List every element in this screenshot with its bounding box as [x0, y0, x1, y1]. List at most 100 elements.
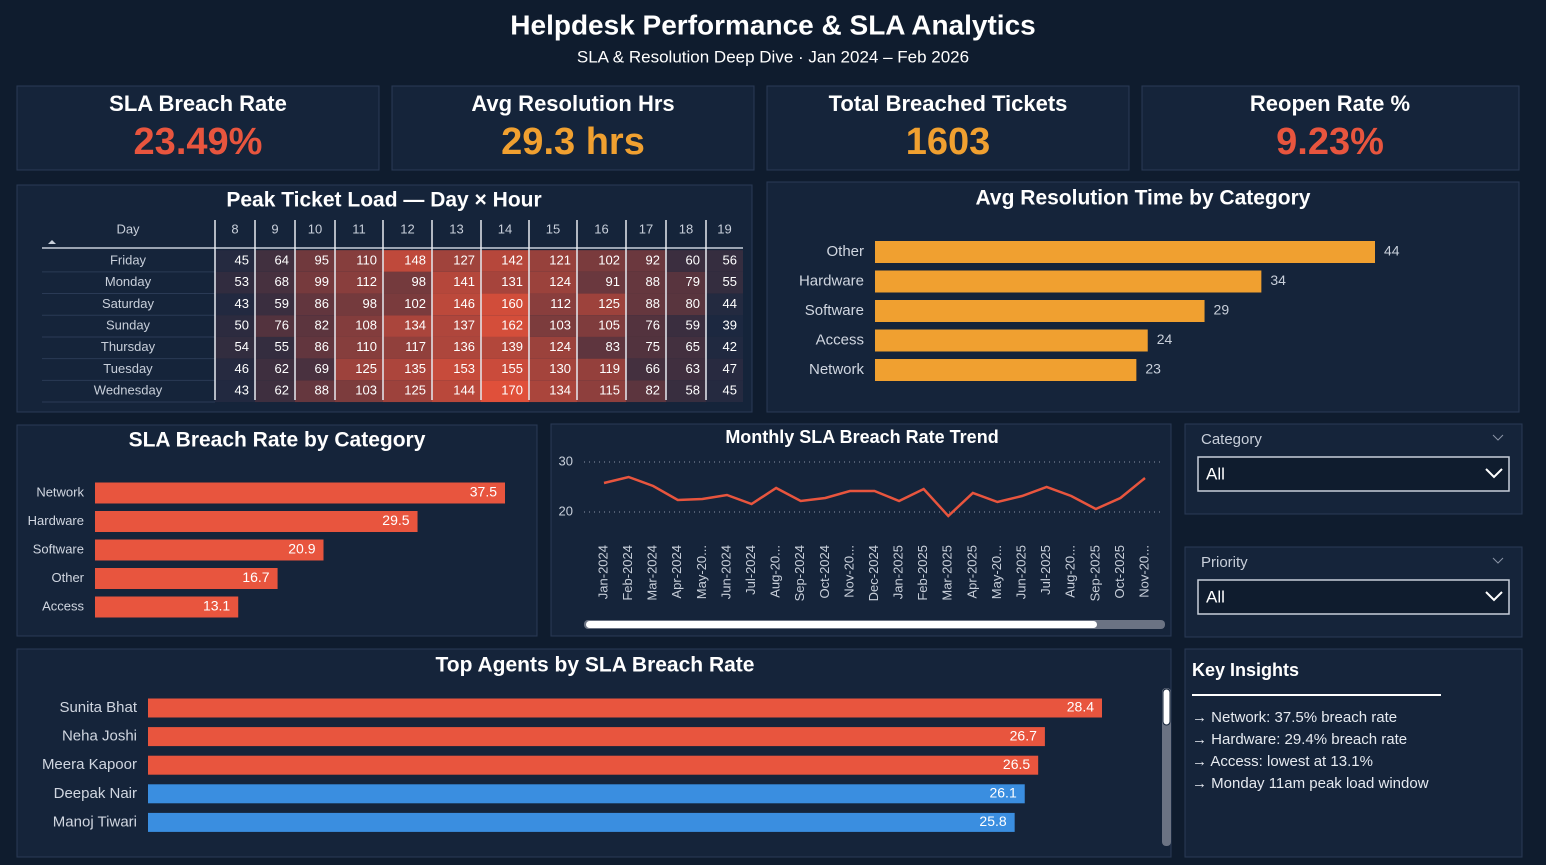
heat-cell	[481, 250, 529, 272]
heat-cell	[215, 250, 255, 272]
slicer-collapse[interactable]	[1492, 434, 1504, 441]
row-label: Saturday	[102, 296, 155, 311]
x-tick-label: May-20...	[989, 545, 1004, 599]
heat-cell	[255, 315, 295, 337]
cell-value: 134	[404, 318, 426, 333]
column-header: 9	[271, 221, 278, 236]
heat-cell	[215, 358, 255, 381]
sort-indicator[interactable]	[48, 240, 56, 244]
heat-cell	[215, 271, 255, 294]
cell-value: 82	[646, 383, 660, 398]
cell-value: 86	[315, 296, 329, 311]
insight-item: → Monday 11am peak load window	[1192, 775, 1429, 792]
page-title: Helpdesk Performance & SLA Analytics	[510, 9, 1035, 40]
x-tick-label: Nov-20...	[841, 545, 856, 598]
bar	[95, 539, 324, 561]
heat-cell	[215, 336, 255, 359]
cell-value: 137	[453, 318, 475, 333]
cell-value: 76	[646, 318, 660, 333]
cell-value: 65	[686, 339, 700, 354]
heat-cell	[706, 358, 743, 381]
bar	[148, 784, 1025, 804]
heat-cell	[666, 293, 706, 316]
heat-cell	[432, 336, 481, 359]
value-label: 13.1	[203, 598, 230, 614]
heat-cell	[295, 380, 335, 403]
column-header: 15	[546, 221, 560, 236]
cell-value: 124	[549, 274, 571, 289]
cell-value: 103	[549, 318, 571, 333]
scrollbar-thumb[interactable]	[586, 621, 1097, 628]
heat-cell	[529, 315, 577, 337]
value-label: 20.9	[288, 541, 315, 557]
cell-value: 47	[723, 361, 737, 376]
kpi-value: 29.3 hrs	[501, 121, 645, 163]
scrollbar-thumb[interactable]	[1162, 688, 1171, 726]
y-tick-label: 30	[559, 453, 573, 468]
bar	[875, 270, 1262, 293]
cell-value: 110	[356, 339, 377, 354]
heat-cell	[626, 293, 666, 316]
cell-value: 99	[315, 274, 329, 289]
cell-value: 68	[275, 274, 289, 289]
x-tick-label: Jul-2025	[1038, 545, 1053, 595]
x-tick-label: May-20...	[694, 545, 709, 599]
cell-value: 92	[646, 252, 660, 267]
bar	[875, 359, 1137, 381]
kpi-value: 9.23%	[1276, 121, 1384, 163]
heat-cell	[706, 293, 743, 316]
kpi-label: Total Breached Tickets	[829, 91, 1068, 116]
cell-value: 162	[501, 318, 523, 333]
value-label: 29	[1214, 302, 1230, 318]
value-label: 29.5	[382, 512, 409, 528]
heat-cell	[383, 358, 432, 381]
x-tick-label: Jan-2025	[891, 545, 906, 599]
kpi-label: Avg Resolution Hrs	[471, 91, 674, 116]
cell-value: 50	[235, 318, 249, 333]
cell-value: 148	[404, 252, 426, 267]
column-header: 17	[639, 221, 653, 236]
column-header: 19	[717, 221, 731, 236]
heat-cell	[432, 250, 481, 272]
bar	[875, 241, 1375, 263]
x-tick-label: Sep-2025	[1087, 545, 1102, 601]
x-tick-label: Sep-2024	[792, 545, 807, 601]
heat-cell	[383, 271, 432, 294]
category-label: Hardware	[28, 513, 84, 528]
cell-value: 124	[549, 339, 571, 354]
cell-value: 112	[550, 296, 571, 311]
cell-value: 153	[453, 361, 475, 376]
scrollbar-track[interactable]	[1162, 688, 1171, 846]
column-header: 8	[231, 221, 238, 236]
slicer-collapse[interactable]	[1492, 557, 1504, 564]
dropdown[interactable]	[1197, 456, 1510, 492]
heat-cell	[706, 380, 743, 403]
heat-cell	[481, 380, 529, 403]
heat-cell	[383, 380, 432, 403]
heat-cell	[255, 250, 295, 272]
dropdown-arrow[interactable]	[1485, 468, 1503, 479]
heat-cell	[255, 358, 295, 381]
cell-value: 121	[549, 252, 571, 267]
x-tick-label: Jan-2024	[595, 545, 610, 599]
dropdown[interactable]	[1197, 579, 1510, 615]
cell-value: 117	[405, 339, 426, 354]
cell-value: 76	[275, 318, 289, 333]
heat-cell	[626, 380, 666, 403]
x-tick-label: Nov-20...	[1136, 545, 1151, 598]
heat-cell	[432, 315, 481, 337]
dropdown-value: All	[1206, 464, 1225, 483]
heat-cell	[335, 358, 383, 381]
value-label: 28.4	[1067, 699, 1094, 715]
heat-cell	[577, 336, 626, 359]
dropdown-arrow[interactable]	[1485, 591, 1503, 602]
dropdown-value: All	[1206, 587, 1225, 606]
column-header: 10	[308, 221, 322, 236]
cell-value: 95	[315, 252, 329, 267]
heat-cell	[383, 293, 432, 316]
heat-cell	[335, 250, 383, 272]
y-tick-label: 20	[559, 503, 573, 518]
heat-cell	[529, 336, 577, 359]
cell-value: 91	[606, 274, 620, 289]
cell-value: 136	[453, 339, 475, 354]
